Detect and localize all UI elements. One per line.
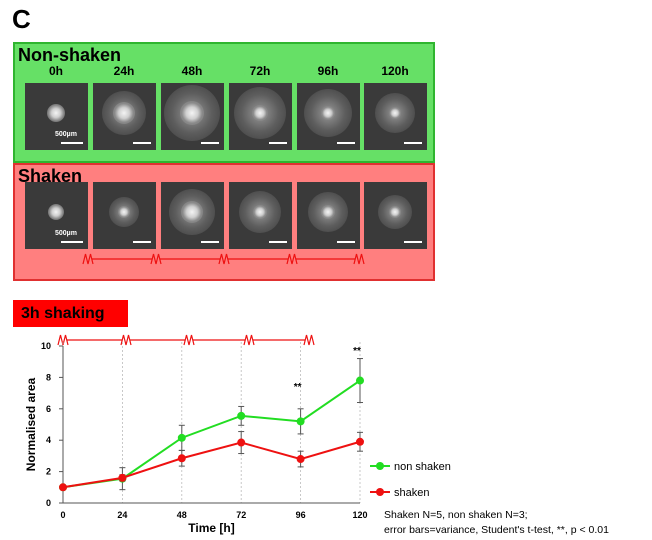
shaking-badge: 3h shaking — [13, 300, 128, 327]
x-tick-label: 120 — [352, 510, 367, 520]
spheroid — [252, 105, 268, 121]
legend-label: shaken — [394, 487, 429, 499]
chart-shaking-timeline-zigzag — [183, 334, 195, 346]
scale-bar — [269, 142, 287, 144]
scale-bar — [337, 241, 355, 243]
legend-marker — [376, 462, 384, 470]
shaken-micrograph — [161, 182, 224, 249]
scale-bar — [269, 241, 287, 243]
x-tick-label: 48 — [177, 510, 187, 520]
timepoint-label: 96h — [317, 64, 339, 78]
footnote-line1: Shaken N=5, non shaken N=3; — [384, 509, 528, 521]
image-shaking-timeline-zigzag — [82, 253, 94, 265]
nonshaken-micrograph: 500µm — [25, 83, 88, 150]
image-shaking-timeline-zigzag — [286, 253, 298, 265]
timepoint-label: 72h — [249, 64, 271, 78]
scale-label: 500µm — [55, 230, 77, 237]
shaken-micrograph — [297, 182, 360, 249]
x-tick-label: 96 — [296, 510, 306, 520]
spheroid — [389, 107, 401, 119]
y-tick-label: 6 — [46, 404, 51, 414]
scale-bar — [337, 142, 355, 144]
shaken-title: Shaken — [18, 166, 83, 186]
timepoint-label: 48h — [181, 64, 203, 78]
x-tick-label: 0 — [60, 510, 65, 520]
x-axis-label: Time [h] — [188, 521, 234, 535]
chart-shaking-timeline-zigzag — [120, 334, 132, 346]
spheroid — [321, 205, 335, 219]
data-point — [237, 438, 246, 447]
timepoint-label: 24h — [113, 64, 135, 78]
scale-bar — [201, 241, 219, 243]
image-shaking-timeline-zigzag — [353, 253, 365, 265]
data-point — [118, 473, 127, 482]
data-point — [296, 417, 305, 426]
data-point — [177, 433, 186, 442]
scale-bar — [133, 241, 151, 243]
y-tick-label: 10 — [41, 341, 51, 351]
scale-bar — [133, 142, 151, 144]
chart-shaking-timeline-zigzag — [57, 334, 69, 346]
nonshaken-micrograph — [93, 83, 156, 150]
scale-bar — [404, 241, 422, 243]
data-point — [296, 455, 305, 464]
shaken-micrograph — [364, 182, 427, 249]
shaken-micrograph — [229, 182, 292, 249]
scale-label: 500µm — [55, 131, 77, 138]
chart-shaking-timeline-zigzag — [303, 334, 315, 346]
scale-bar — [404, 142, 422, 144]
nonshaken-micrograph — [297, 83, 360, 150]
image-shaking-timeline-zigzag — [150, 253, 162, 265]
spheroid — [321, 106, 335, 120]
spheroid — [113, 102, 135, 124]
data-point — [59, 483, 67, 492]
spheroid — [47, 104, 65, 122]
scale-bar — [201, 142, 219, 144]
shaken-micrograph: 500µm — [25, 182, 88, 249]
scale-bar — [61, 142, 83, 144]
shaken-micrograph — [93, 182, 156, 249]
spheroid — [48, 204, 64, 220]
significance-marker: ** — [294, 382, 302, 393]
series-line-non-shaken — [62, 379, 361, 489]
significance-marker: ** — [353, 346, 361, 357]
panel-letter: C — [12, 4, 31, 34]
legend-label: non shaken — [394, 461, 451, 473]
y-tick-label: 2 — [46, 467, 51, 477]
y-tick-label: 4 — [46, 435, 51, 445]
chart-shaking-timeline-zigzag — [243, 334, 255, 346]
nonshaken-micrograph — [229, 83, 292, 150]
scale-bar — [61, 241, 83, 243]
spheroid — [389, 206, 401, 218]
timepoint-label: 0h — [48, 64, 63, 78]
data-point — [356, 437, 364, 446]
footnote-line2: error bars=variance, Student's t-test, *… — [384, 524, 609, 536]
image-shaking-timeline-zigzag — [218, 253, 230, 265]
x-tick-label: 72 — [236, 510, 246, 520]
data-point — [356, 376, 364, 385]
legend-marker — [376, 488, 384, 496]
y-axis-label: Normalised area — [24, 377, 38, 471]
y-tick-label: 0 — [46, 498, 51, 508]
nonshaken-title: Non-shaken — [18, 45, 122, 65]
nonshaken-micrograph — [364, 83, 427, 150]
x-tick-label: 24 — [117, 510, 127, 520]
spheroid — [253, 205, 267, 219]
series-line-shaken — [62, 440, 361, 489]
spheroid — [180, 101, 204, 125]
spheroid — [118, 206, 130, 218]
data-point — [237, 411, 246, 420]
timepoint-label: 120h — [381, 64, 409, 78]
y-tick-label: 8 — [46, 372, 51, 382]
spheroid — [181, 201, 203, 223]
data-point — [177, 454, 186, 463]
nonshaken-micrograph — [161, 83, 224, 150]
